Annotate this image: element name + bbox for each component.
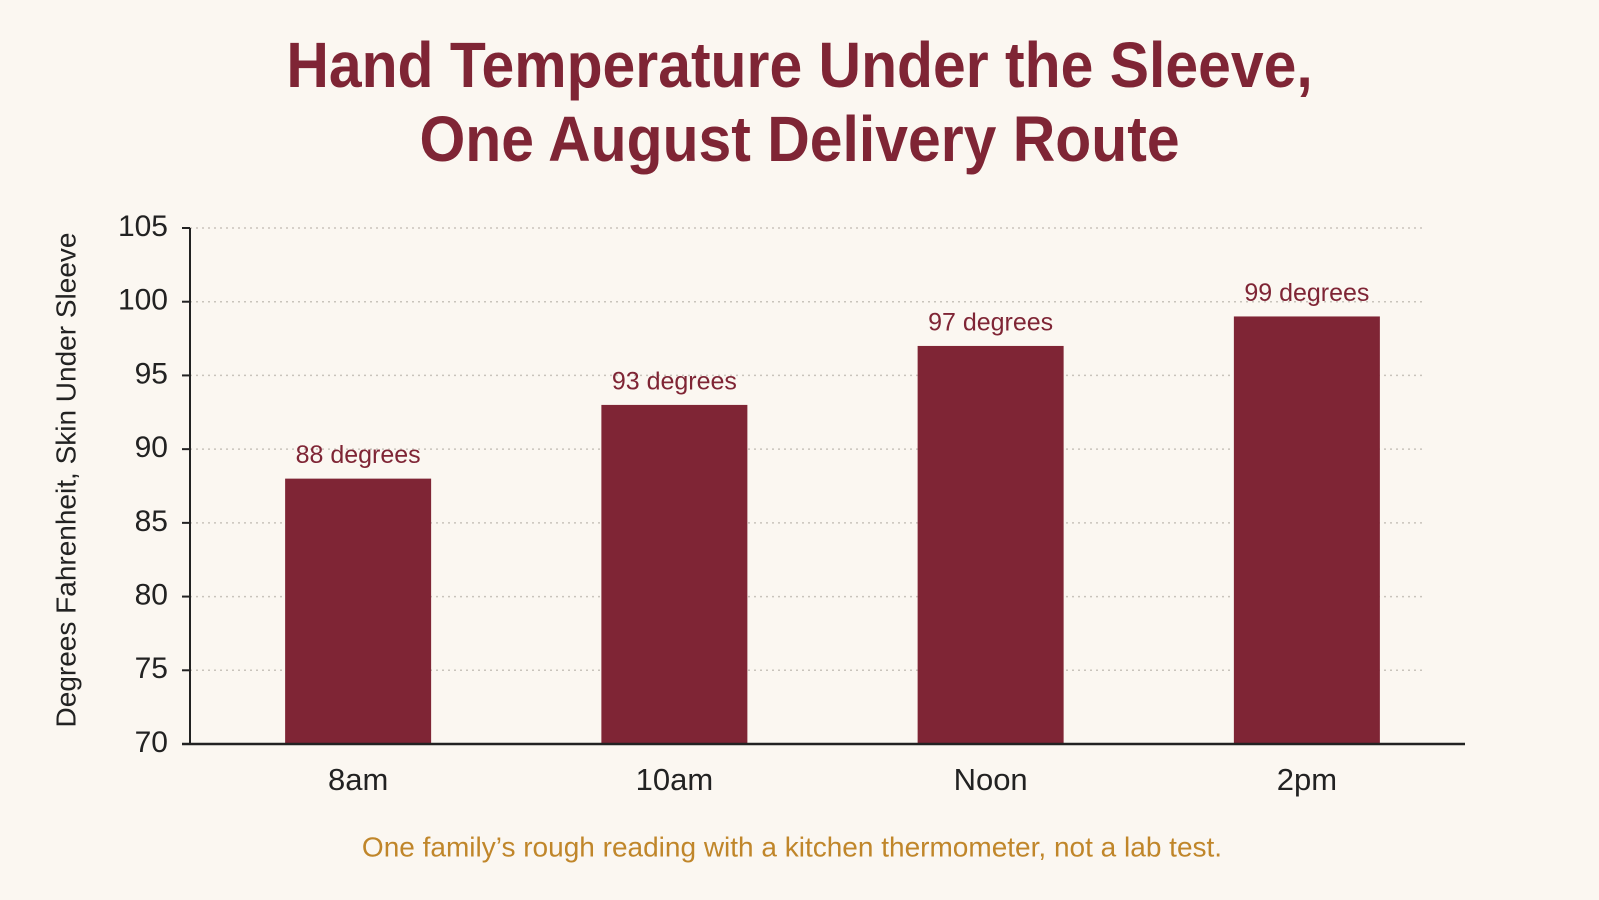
bar [917,345,1064,744]
y-tick-label: 95 [135,357,168,390]
value-label: 99 degrees [1244,279,1369,307]
y-tick-label: 105 [118,210,168,243]
y-tick-label: 100 [118,284,168,317]
footnote: One family’s rough reading with a kitche… [362,831,1222,862]
y-axis-label: Degrees Fahrenheit, Skin Under Sleeve [50,233,81,728]
y-tick-label: 85 [135,505,168,538]
x-tick-label: 2pm [1277,762,1337,797]
x-tick-label: 10am [636,762,714,797]
chart-title: Hand Temperature Under the Sleeve, One A… [286,29,1313,175]
y-tick-label: 80 [135,578,168,611]
y-tick-label: 75 [135,652,168,685]
value-label: 93 degrees [612,368,737,396]
y-tick-label: 70 [135,726,168,759]
value-label: 88 degrees [296,441,421,469]
y-tick-label: 90 [135,431,168,464]
x-tick-label: 8am [328,762,388,797]
bar [601,404,748,744]
bar [1233,316,1380,744]
x-tick-label: Noon [954,762,1028,797]
bar [285,478,432,744]
value-label: 97 degrees [928,309,1053,337]
